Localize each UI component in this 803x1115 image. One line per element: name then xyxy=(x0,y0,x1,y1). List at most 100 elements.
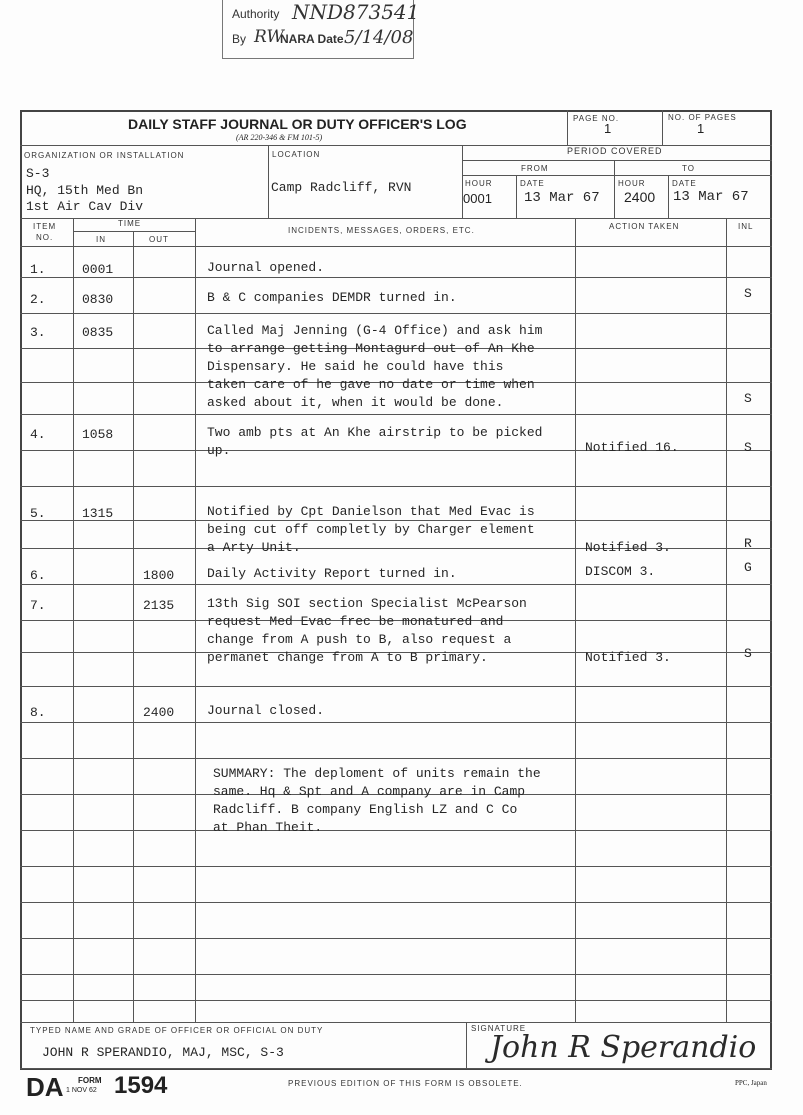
rule-line xyxy=(20,758,772,759)
entry-text-line: up. xyxy=(207,443,231,458)
entry-text-line: Journal opened. xyxy=(207,260,325,275)
entry-text-line: B & C companies DEMDR turned in. xyxy=(207,290,457,305)
to-date: 13 Mar 67 xyxy=(673,189,749,205)
col-in-label: IN xyxy=(96,235,106,244)
signature: John R Sperandio xyxy=(490,1030,757,1065)
entry-text-line: request Med Evac frec be monatured and xyxy=(207,614,504,629)
rule-line xyxy=(20,652,772,653)
page-no-label: PAGE NO. xyxy=(573,114,620,123)
entry-item-no: 4. xyxy=(30,427,46,442)
da-label: DA xyxy=(26,1072,64,1102)
no-of-pages-label: NO. OF PAGES xyxy=(668,113,737,122)
to-hour-label: HOUR xyxy=(618,179,646,188)
rule-line xyxy=(20,584,772,585)
rule-line xyxy=(20,348,772,349)
summary-line: at Phan Theit. xyxy=(213,820,323,835)
form-title: DAILY STAFF JOURNAL OR DUTY OFFICER'S LO… xyxy=(128,116,467,132)
org-label: ORGANIZATION OR INSTALLATION xyxy=(24,151,185,160)
location: Camp Radcliff, RVN xyxy=(271,180,412,195)
entry-text-line: Dispensary. He said he could have this xyxy=(207,359,504,374)
org-line: 1st Air Cav Div xyxy=(26,199,144,214)
rule-line xyxy=(462,175,772,176)
column-line xyxy=(133,231,134,1022)
entry-initials: G xyxy=(744,560,752,575)
entry-text-line: to arrange getting Montagurd out of An K… xyxy=(207,341,535,356)
entry-text-line: Journal closed. xyxy=(207,703,325,718)
rule-line xyxy=(20,902,772,903)
entry-action-taken: DISCOM 3. xyxy=(585,564,656,579)
date-value: 5/14/08 xyxy=(344,27,414,48)
rule-line xyxy=(20,520,772,521)
rule-line xyxy=(20,548,772,549)
by-value: RW xyxy=(254,27,284,47)
entry-item-no: 2. xyxy=(30,292,46,307)
column-line xyxy=(462,145,463,218)
authority-value: NND873541 xyxy=(292,0,420,24)
rule-line xyxy=(20,218,772,219)
to-hour: 2400 xyxy=(624,189,656,205)
form-date: 1 NOV 62 xyxy=(66,1087,97,1094)
entry-item-no: 6. xyxy=(30,568,46,583)
rule-line xyxy=(20,145,772,146)
form-frame xyxy=(20,110,772,1070)
form-number: 1594 xyxy=(114,1072,168,1099)
entry-text-line: Notified by Cpt Danielson that Med Evac … xyxy=(207,504,535,519)
col-action-label: ACTION TAKEN xyxy=(609,222,680,231)
column-line xyxy=(567,110,568,145)
rule-line xyxy=(20,1022,772,1023)
rule-line xyxy=(20,414,772,415)
from-date-label: DATE xyxy=(520,179,545,188)
entry-text-line: change from A push to B, also request a xyxy=(207,632,512,647)
entry-text-line: asked about it, when it would be done. xyxy=(207,395,504,410)
rule-line xyxy=(20,866,772,867)
period-covered-label: PERIOD COVERED xyxy=(567,146,663,156)
entry-text-line: Called Maj Jenning (G-4 Office) and ask … xyxy=(207,323,543,338)
col-out-label: OUT xyxy=(149,235,169,244)
rule-line xyxy=(20,246,772,247)
no-of-pages: 1 xyxy=(697,121,705,136)
column-line xyxy=(614,160,615,218)
rule-line xyxy=(462,160,772,161)
rule-line xyxy=(20,974,772,975)
column-line xyxy=(662,110,663,145)
location-label: LOCATION xyxy=(272,150,321,159)
entry-initials: S xyxy=(744,646,752,661)
column-line xyxy=(466,1022,467,1068)
entry-text-line: 13th Sig SOI section Specialist McPearso… xyxy=(207,596,527,611)
column-line xyxy=(668,175,669,218)
nara-date-label: NARA Date xyxy=(280,32,344,46)
authority-label: Authority xyxy=(232,7,280,21)
entry-initials: S xyxy=(744,440,752,455)
summary-line: Radcliff. B company English LZ and C Co xyxy=(213,802,518,817)
rule-line xyxy=(20,277,772,278)
entry-item-no: 3. xyxy=(30,325,46,340)
obsolete-note: PREVIOUS EDITION OF THIS FORM IS OBSOLET… xyxy=(288,1079,523,1088)
page-no: 1 xyxy=(604,121,612,136)
column-line xyxy=(268,145,269,218)
entry-initials: S xyxy=(744,391,752,406)
entry-initials: S xyxy=(744,286,752,301)
from-label: FROM xyxy=(521,164,549,173)
entry-time-out: 2135 xyxy=(143,598,175,613)
entry-time-in: 1058 xyxy=(82,427,114,442)
signature-label: SIGNATURE xyxy=(471,1024,527,1033)
form-subtitle: (AR 220-346 & FM 101-5) xyxy=(236,133,323,142)
to-label: TO xyxy=(682,164,695,173)
typed-name: JOHN R SPERANDIO, MAJ, MSC, S-3 xyxy=(42,1045,284,1060)
org-line: HQ, 15th Med Bn xyxy=(26,183,144,198)
form-word: FORM xyxy=(78,1076,102,1085)
entry-text-line: permanet change from A to B primary. xyxy=(207,650,488,665)
rule-line xyxy=(20,794,772,795)
printer-note: PPC, Japan xyxy=(735,1079,767,1087)
entry-time-in: 0830 xyxy=(82,292,114,307)
rule-line xyxy=(20,686,772,687)
entry-time-out: 2400 xyxy=(143,705,175,720)
entry-action-taken: Notified 16. xyxy=(585,440,679,455)
rule-line xyxy=(20,938,772,939)
col-incidents-label: INCIDENTS, MESSAGES, ORDERS, ETC. xyxy=(288,226,475,235)
declassification-stamp xyxy=(222,0,414,59)
rule-line xyxy=(73,231,195,232)
typed-name-label: TYPED NAME AND GRADE OF OFFICER OR OFFIC… xyxy=(30,1026,324,1035)
rule-line xyxy=(20,1068,772,1069)
